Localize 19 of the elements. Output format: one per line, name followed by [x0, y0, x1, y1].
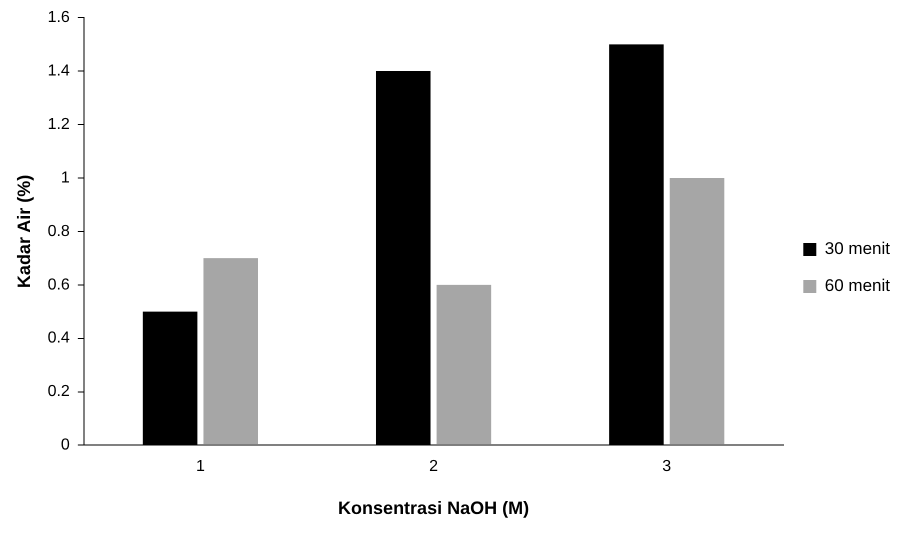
y-tick-label: 0.6	[48, 276, 70, 294]
y-tick-label: 0.2	[48, 383, 70, 400]
x-tick-label: 1	[196, 458, 205, 476]
bar	[670, 178, 724, 445]
y-tick-label: 0	[60, 436, 70, 454]
y-tick-label: 1.2	[48, 116, 70, 133]
y-tick-label: 1	[60, 169, 70, 186]
y-tick-label: 0.8	[48, 222, 70, 240]
x-axis-title: Konsentrasi NaOH (M)	[338, 498, 530, 518]
legend-label: 30 menit	[824, 239, 890, 258]
y-tick-label: 1.6	[48, 9, 70, 26]
y-tick-label: 1.4	[48, 62, 70, 80]
bar	[203, 258, 258, 445]
y-tick-label: 0.4	[48, 330, 70, 347]
y-axis-title: Kadar Air (%)	[14, 174, 34, 288]
legend-label: 60 menit	[824, 276, 890, 296]
bar	[436, 284, 492, 445]
x-tick-label: 2	[429, 458, 438, 476]
x-tick-label: 3	[662, 458, 672, 476]
